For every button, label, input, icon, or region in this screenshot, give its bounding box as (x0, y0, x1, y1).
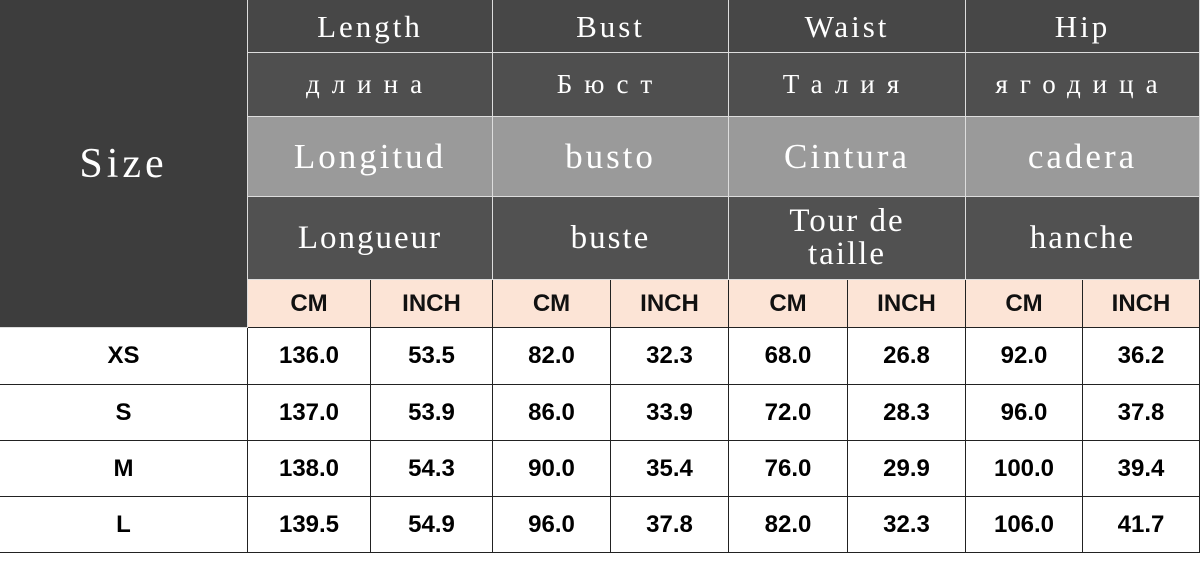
value-cell: 86.0 (493, 385, 611, 441)
header-spanish: Cintura (729, 117, 966, 197)
value-cell: 32.3 (848, 497, 966, 553)
size-cell: S (0, 385, 248, 441)
value-cell: 53.5 (371, 328, 493, 385)
header-russian: Талия (729, 53, 966, 117)
header-french: Longueur (248, 197, 493, 280)
header-spanish: cadera (966, 117, 1200, 197)
value-cell: 137.0 (248, 385, 371, 441)
value-cell: 36.2 (1083, 328, 1200, 385)
size-cell: M (0, 441, 248, 497)
value-cell: 28.3 (848, 385, 966, 441)
value-cell: 39.4 (1083, 441, 1200, 497)
header-french: hanche (966, 197, 1200, 280)
header-spanish: Longitud (248, 117, 493, 197)
size-cell: L (0, 497, 248, 553)
header-french: buste (493, 197, 729, 280)
unit-label: CM (493, 280, 611, 328)
value-cell: 26.8 (848, 328, 966, 385)
value-cell: 33.9 (611, 385, 729, 441)
header-english: Waist (729, 0, 966, 53)
value-cell: 138.0 (248, 441, 371, 497)
value-cell: 29.9 (848, 441, 966, 497)
value-cell: 106.0 (966, 497, 1083, 553)
value-cell: 35.4 (611, 441, 729, 497)
header-english: Length (248, 0, 493, 53)
value-cell: 96.0 (966, 385, 1083, 441)
header-russian: длина (248, 53, 493, 117)
header-english: Hip (966, 0, 1200, 53)
value-cell: 100.0 (966, 441, 1083, 497)
value-cell: 76.0 (729, 441, 848, 497)
value-cell: 41.7 (1083, 497, 1200, 553)
value-cell: 139.5 (248, 497, 371, 553)
header-english: Bust (493, 0, 729, 53)
value-cell: 54.9 (371, 497, 493, 553)
value-cell: 37.8 (611, 497, 729, 553)
size-header: Size (0, 0, 248, 328)
value-cell: 37.8 (1083, 385, 1200, 441)
unit-label: CM (248, 280, 371, 328)
unit-label: INCH (848, 280, 966, 328)
value-cell: 92.0 (966, 328, 1083, 385)
header-spanish: busto (493, 117, 729, 197)
value-cell: 136.0 (248, 328, 371, 385)
value-cell: 68.0 (729, 328, 848, 385)
value-cell: 54.3 (371, 441, 493, 497)
unit-label: INCH (371, 280, 493, 328)
value-cell: 82.0 (729, 497, 848, 553)
header-russian: ягодица (966, 53, 1200, 117)
unit-label: CM (729, 280, 848, 328)
value-cell: 90.0 (493, 441, 611, 497)
header-french: Tour de taille (729, 197, 966, 280)
unit-label: INCH (1083, 280, 1200, 328)
value-cell: 72.0 (729, 385, 848, 441)
header-russian: Бюст (493, 53, 729, 117)
value-cell: 32.3 (611, 328, 729, 385)
size-cell: XS (0, 328, 248, 385)
unit-label: CM (966, 280, 1083, 328)
value-cell: 53.9 (371, 385, 493, 441)
value-cell: 82.0 (493, 328, 611, 385)
value-cell: 96.0 (493, 497, 611, 553)
unit-label: INCH (611, 280, 729, 328)
